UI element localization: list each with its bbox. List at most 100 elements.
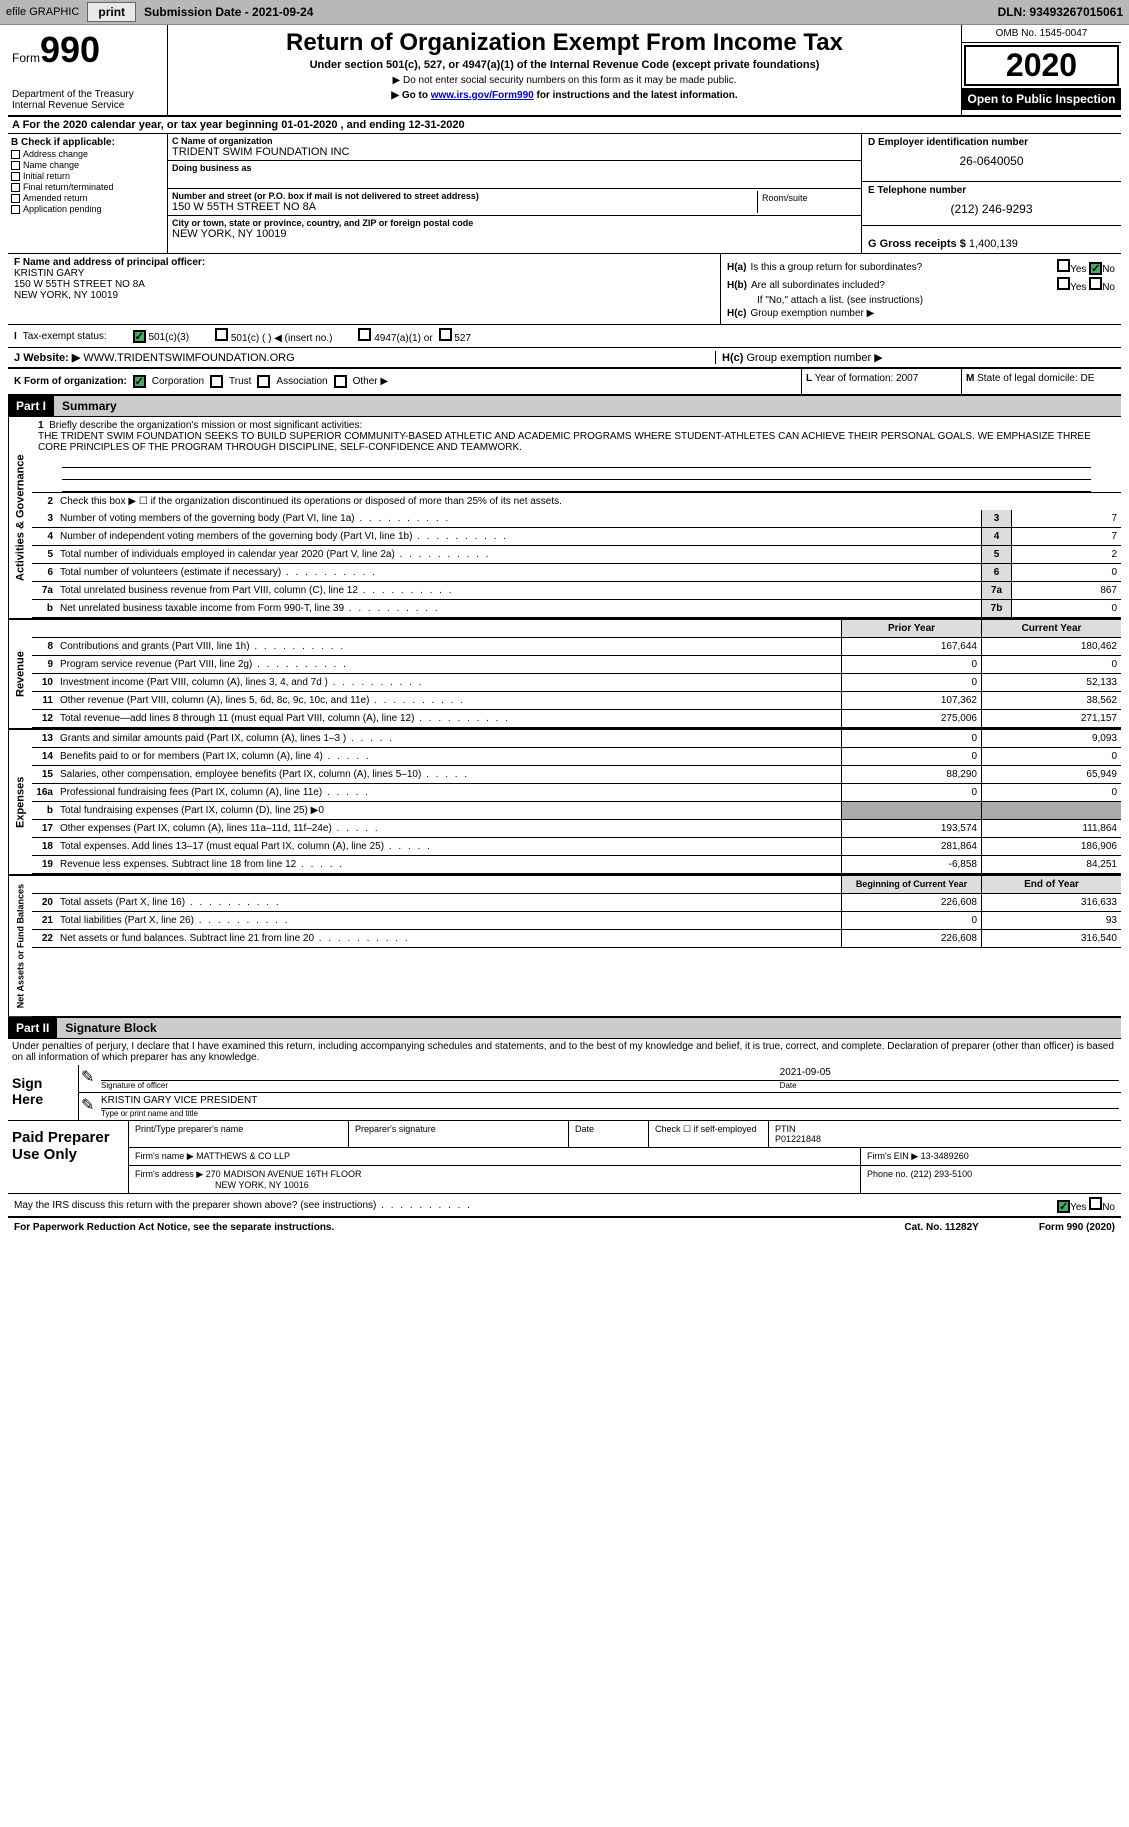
- line-text: Revenue less expenses. Subtract line 18 …: [56, 856, 841, 873]
- section-f-h: F Name and address of principal officer:…: [8, 254, 1121, 325]
- hb-no-checkbox[interactable]: [1089, 277, 1102, 290]
- discuss-text: May the IRS discuss this return with the…: [14, 1200, 472, 1211]
- hb-note: If "No," attach a list. (see instruction…: [727, 295, 1115, 306]
- line-value: 2: [1011, 546, 1121, 563]
- exp-line-b: bTotal fundraising expenses (Part IX, co…: [32, 802, 1121, 820]
- line-box: 4: [981, 528, 1011, 545]
- form-number: 990: [40, 29, 100, 70]
- discuss-yes-checkbox[interactable]: ✓: [1057, 1200, 1070, 1213]
- line-num: 11: [32, 692, 56, 709]
- print-button[interactable]: print: [87, 2, 136, 22]
- line-num: 15: [32, 766, 56, 783]
- checkbox-initial-return[interactable]: [11, 172, 20, 181]
- ein-value: 26-0640050: [868, 154, 1115, 168]
- line-num: 17: [32, 820, 56, 837]
- exp-line-17: 17Other expenses (Part IX, column (A), l…: [32, 820, 1121, 838]
- m-label: M: [966, 373, 974, 384]
- ha-text: Is this a group return for subordinates?: [750, 262, 922, 273]
- line-text: Number of voting members of the governin…: [56, 510, 981, 527]
- form-title: Return of Organization Exempt From Incom…: [176, 29, 953, 57]
- section-j-row: J Website: ▶ WWW.TRIDENTSWIMFOUNDATION.O…: [8, 348, 1121, 369]
- rev-line-12: 12Total revenue—add lines 8 through 11 (…: [32, 710, 1121, 728]
- line1-text: Briefly describe the organization's miss…: [49, 420, 362, 431]
- website-value: WWW.TRIDENTSWIMFOUNDATION.ORG: [83, 352, 294, 364]
- section-k: K Form of organization: ✓Corporation Tru…: [8, 369, 801, 394]
- firm-addr-label: Firm's address ▶: [135, 1169, 203, 1179]
- lbl-pending: Application pending: [23, 204, 102, 214]
- prior-value: [841, 802, 981, 819]
- hb-yes-checkbox[interactable]: [1057, 277, 1070, 290]
- mission-text: THE TRIDENT SWIM FOUNDATION SEEKS TO BUI…: [38, 431, 1091, 453]
- ptin-value: P01221848: [775, 1134, 821, 1144]
- asset-line-21: 21Total liabilities (Part X, line 26)093: [32, 912, 1121, 930]
- lbl-name-change: Name change: [23, 160, 79, 170]
- irs-link[interactable]: www.irs.gov/Form990: [431, 90, 534, 101]
- org-name-label: C Name of organization: [172, 136, 857, 146]
- discuss-no-label: No: [1102, 1202, 1115, 1213]
- gov-line-b: bNet unrelated business taxable income f…: [32, 600, 1121, 618]
- current-value: 0: [981, 784, 1121, 801]
- line-text: Total fundraising expenses (Part IX, col…: [56, 802, 841, 819]
- line-box: 6: [981, 564, 1011, 581]
- firm-phone-label: Phone no.: [867, 1169, 908, 1179]
- prior-value: 281,864: [841, 838, 981, 855]
- gov-line-6: 6Total number of volunteers (estimate if…: [32, 564, 1121, 582]
- exp-line-18: 18Total expenses. Add lines 13–17 (must …: [32, 838, 1121, 856]
- footer: For Paperwork Reduction Act Notice, see …: [8, 1218, 1121, 1237]
- check-association[interactable]: [257, 375, 270, 388]
- check-501c3[interactable]: ✓: [133, 330, 146, 343]
- line-text: Other revenue (Part VIII, column (A), li…: [56, 692, 841, 709]
- checkbox-final-return[interactable]: [11, 183, 20, 192]
- phone-label: E Telephone number: [868, 185, 1115, 196]
- line-num: 5: [32, 546, 56, 563]
- line-num: 8: [32, 638, 56, 655]
- line-num: 16a: [32, 784, 56, 801]
- part-2-header-row: Part II Signature Block: [8, 1018, 1121, 1039]
- ptin-label: PTIN: [775, 1124, 796, 1134]
- website-label: Website: ▶: [23, 352, 80, 364]
- prep-name-label: Print/Type preparer's name: [129, 1121, 349, 1147]
- prior-year-header: Prior Year: [841, 620, 981, 637]
- hb-text: Are all subordinates included?: [751, 280, 885, 291]
- line2-num: 2: [32, 493, 56, 510]
- hb-label: H(b): [727, 280, 747, 291]
- check-527[interactable]: [439, 328, 452, 341]
- checkbox-pending[interactable]: [11, 205, 20, 214]
- exp-line-19: 19Revenue less expenses. Subtract line 1…: [32, 856, 1121, 874]
- checkbox-name-change[interactable]: [11, 161, 20, 170]
- tax-year-box: 2020: [964, 45, 1119, 86]
- line-num: 9: [32, 656, 56, 673]
- checkbox-address-change[interactable]: [11, 150, 20, 159]
- line-value: 867: [1011, 582, 1121, 599]
- check-other[interactable]: [334, 375, 347, 388]
- part-1-label: Part I: [8, 396, 54, 416]
- officer-label: F Name and address of principal officer:: [14, 257, 205, 268]
- discuss-no-checkbox[interactable]: [1089, 1197, 1102, 1210]
- self-employed-label: Check ☐ if self-employed: [649, 1121, 769, 1147]
- ha-no-checkbox[interactable]: ✓: [1089, 262, 1102, 275]
- check-corporation[interactable]: ✓: [133, 375, 146, 388]
- form-footer-label: Form 990 (2020): [1039, 1222, 1115, 1233]
- line-num: 13: [32, 730, 56, 747]
- opt-trust: Trust: [229, 376, 251, 387]
- line-text: Benefits paid to or for members (Part IX…: [56, 748, 841, 765]
- ha-yes-checkbox[interactable]: [1057, 259, 1070, 272]
- cat-number: Cat. No. 11282Y: [904, 1222, 978, 1233]
- check-trust[interactable]: [210, 375, 223, 388]
- current-value: 271,157: [981, 710, 1121, 727]
- section-k-label: K Form of organization:: [14, 376, 127, 387]
- pen-icon: ✎: [81, 1067, 101, 1090]
- line-value: 0: [1011, 600, 1121, 617]
- check-501c[interactable]: [215, 328, 228, 341]
- line-num: b: [32, 600, 56, 617]
- line-num: 7a: [32, 582, 56, 599]
- note2-pre: ▶ Go to: [391, 90, 430, 101]
- sig-date: 2021-09-05: [780, 1067, 1119, 1081]
- mission-blank-2: [62, 468, 1091, 480]
- checkbox-amended[interactable]: [11, 194, 20, 203]
- org-name: TRIDENT SWIM FOUNDATION INC: [172, 146, 857, 158]
- check-4947[interactable]: [358, 328, 371, 341]
- mission-blank-1: [62, 456, 1091, 468]
- prior-value: 0: [841, 748, 981, 765]
- line-text: Grants and similar amounts paid (Part IX…: [56, 730, 841, 747]
